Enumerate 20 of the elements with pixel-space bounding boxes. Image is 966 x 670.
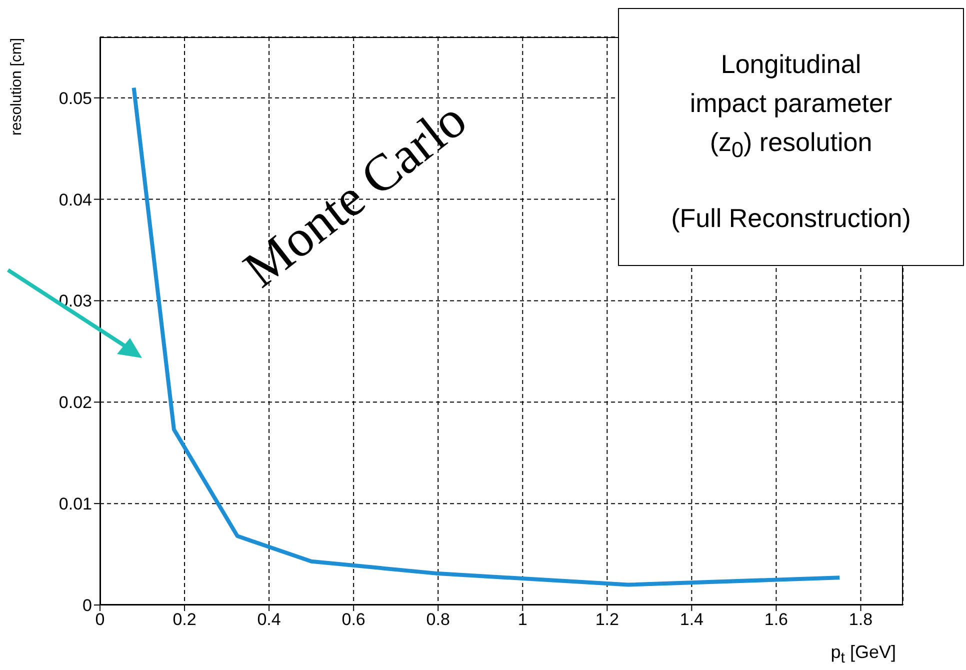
x-tick-label: 1.6	[764, 610, 788, 630]
x-tick-label: 0.8	[426, 610, 450, 630]
x-tick-label: 1.2	[595, 610, 619, 630]
y-tick-label: 0.02	[58, 393, 92, 412]
y-tick-label: 0.05	[58, 88, 92, 108]
x-tick-label: 1.4	[680, 610, 704, 630]
x-axis-title: p$_{t}$ [GeV]	[830, 642, 896, 667]
y-tick-label: 0	[82, 596, 92, 616]
y-axis-title: resolution [cm]	[8, 38, 25, 138]
text-box: Longitudinal impact parameter (z$_{0}$) resolution (Full Reconstruction)	[618, 8, 964, 266]
x-tick-label: 1.8	[848, 610, 873, 630]
y-tick-label: 0.04	[58, 190, 92, 210]
y-tick-label: 0.01	[58, 494, 92, 514]
x-tick-label: 1	[518, 610, 528, 630]
annotation: (Full Reconstruction)	[670, 202, 912, 236]
x-tick-label: 0	[95, 610, 105, 630]
x-tick-label: 0.2	[172, 610, 196, 630]
annotation: Longitudinal impact parameter (z$_{0}$) resolution	[688, 48, 894, 164]
x-tick-label: 0.4	[257, 610, 281, 630]
x-tick-label: 0.6	[342, 610, 366, 630]
